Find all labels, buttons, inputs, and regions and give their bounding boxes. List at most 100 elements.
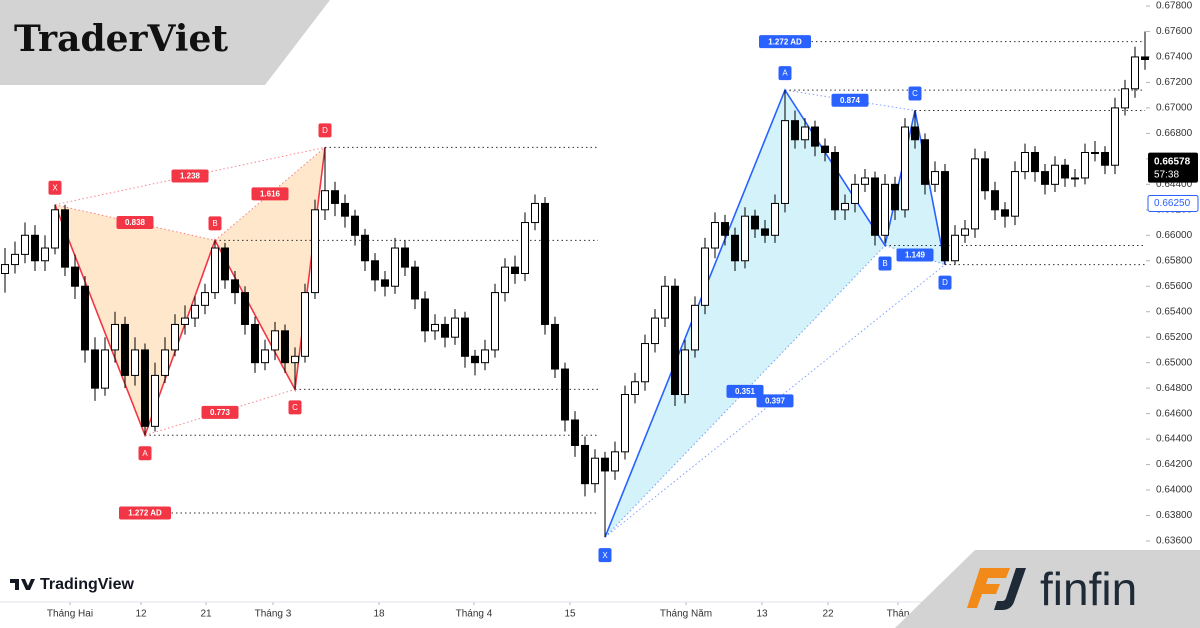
- y-tick-label: 0.67800: [1156, 1, 1193, 12]
- ratio-label: 1.149: [905, 251, 926, 260]
- ratio-label: 0.397: [765, 396, 786, 405]
- brand-banner: [0, 0, 330, 85]
- candle-body: [331, 190, 339, 204]
- ratio-label-box: [756, 394, 794, 408]
- finfin-logo: finfin: [967, 563, 1137, 615]
- candle-body: [661, 285, 669, 319]
- candle-body: [621, 394, 629, 453]
- ratio-label-box: [726, 384, 764, 398]
- candle-body: [871, 177, 879, 236]
- y-tick-label: 0.67600: [1156, 26, 1193, 37]
- ad-label-box: [759, 35, 811, 49]
- candle-body: [791, 120, 799, 141]
- candle-body: [1001, 209, 1009, 217]
- y-tick-label: 0.64000: [1156, 485, 1193, 496]
- candle-body: [61, 209, 69, 268]
- pattern-fill: [215, 147, 325, 390]
- ad-label-box: [119, 506, 171, 520]
- candle-body: [1121, 88, 1129, 109]
- point-label: A: [782, 69, 788, 78]
- price-label-box: [1147, 194, 1199, 212]
- point-box: [48, 180, 62, 195]
- candle-body: [391, 247, 399, 287]
- candle-body: [201, 292, 209, 306]
- brand-footer-text: finfin: [1040, 563, 1137, 615]
- candle-body: [281, 330, 289, 364]
- x-tick-label: Thán: [887, 609, 910, 620]
- point-label: X: [602, 551, 608, 560]
- candle-body: [301, 292, 309, 357]
- candle-body: [981, 158, 989, 192]
- x-tick-label: Tháng Hai: [47, 609, 93, 620]
- candle-body: [1031, 151, 1039, 173]
- point-label: B: [212, 219, 217, 228]
- candle-body: [321, 190, 329, 211]
- candle-body: [221, 247, 229, 281]
- candle-body: [421, 298, 429, 332]
- candle-body: [91, 349, 99, 389]
- y-tick-label: 0.65200: [1156, 332, 1193, 343]
- ad-label: 1.272 AD: [128, 509, 162, 518]
- candle-body: [911, 126, 919, 141]
- brand-footer: [895, 550, 1200, 628]
- candle-body: [441, 323, 449, 338]
- ratio-label-box: [831, 93, 869, 107]
- candle-body: [481, 349, 489, 364]
- candle-body: [771, 202, 779, 236]
- point-box: [208, 216, 222, 231]
- candle-body: [401, 247, 409, 268]
- ratio-label-box: [201, 405, 239, 419]
- pattern-fill: [55, 204, 215, 436]
- candle-body: [491, 292, 499, 351]
- ratio-label-box: [896, 248, 934, 262]
- candle-body: [341, 202, 349, 217]
- pattern-fill: [605, 90, 885, 538]
- candle-body: [471, 355, 479, 364]
- candle-body: [251, 323, 259, 364]
- x-tick-label: 22: [822, 609, 834, 620]
- candle-body: [781, 120, 789, 204]
- logo-f: [967, 568, 1010, 608]
- point-box: [318, 123, 332, 138]
- candle-body: [1, 264, 9, 275]
- ratio-line: [884, 244, 946, 266]
- candle-body: [531, 202, 539, 224]
- candle-body: [161, 349, 169, 376]
- price-label-box: [1148, 152, 1198, 183]
- plot-area: 0.63600 0.63800 0.64000 0.64200 0.64400 0.646…: [1, 1, 1193, 620]
- candle-body: [511, 266, 519, 274]
- candle-body: [171, 323, 179, 351]
- candle-body: [141, 349, 149, 427]
- y-tick-label: 0.63800: [1156, 510, 1193, 521]
- candle-body: [711, 222, 719, 249]
- ratio-label: 1.238: [180, 172, 201, 181]
- candle-body: [951, 234, 959, 262]
- tv-icon: [10, 579, 35, 590]
- point-box: [878, 256, 892, 271]
- candle-body: [21, 234, 29, 255]
- ratio-line: [604, 245, 886, 538]
- candle-body: [101, 349, 109, 389]
- y-tick-label: 0.65800: [1156, 255, 1193, 266]
- candle-body: [881, 183, 889, 236]
- ad-label: 1.272 AD: [768, 37, 802, 46]
- candle-body: [741, 215, 749, 262]
- candle-body: [371, 260, 379, 281]
- candle-body: [1101, 151, 1109, 166]
- candle-body: [561, 368, 569, 421]
- candle-body: [751, 215, 759, 230]
- candle-body: [961, 228, 969, 236]
- candle-body: [241, 292, 249, 325]
- y-tick-label: 0.64400: [1156, 434, 1193, 445]
- candle-body: [181, 317, 189, 325]
- candle-body: [291, 355, 299, 364]
- candle-body: [1021, 151, 1029, 173]
- candle-body: [311, 209, 319, 294]
- candle-body: [1091, 151, 1099, 154]
- y-tick-label: 0.65000: [1156, 357, 1193, 368]
- candle-body: [831, 151, 839, 211]
- point-box: [908, 86, 922, 101]
- candle-body: [571, 419, 579, 446]
- candle-body: [891, 183, 899, 211]
